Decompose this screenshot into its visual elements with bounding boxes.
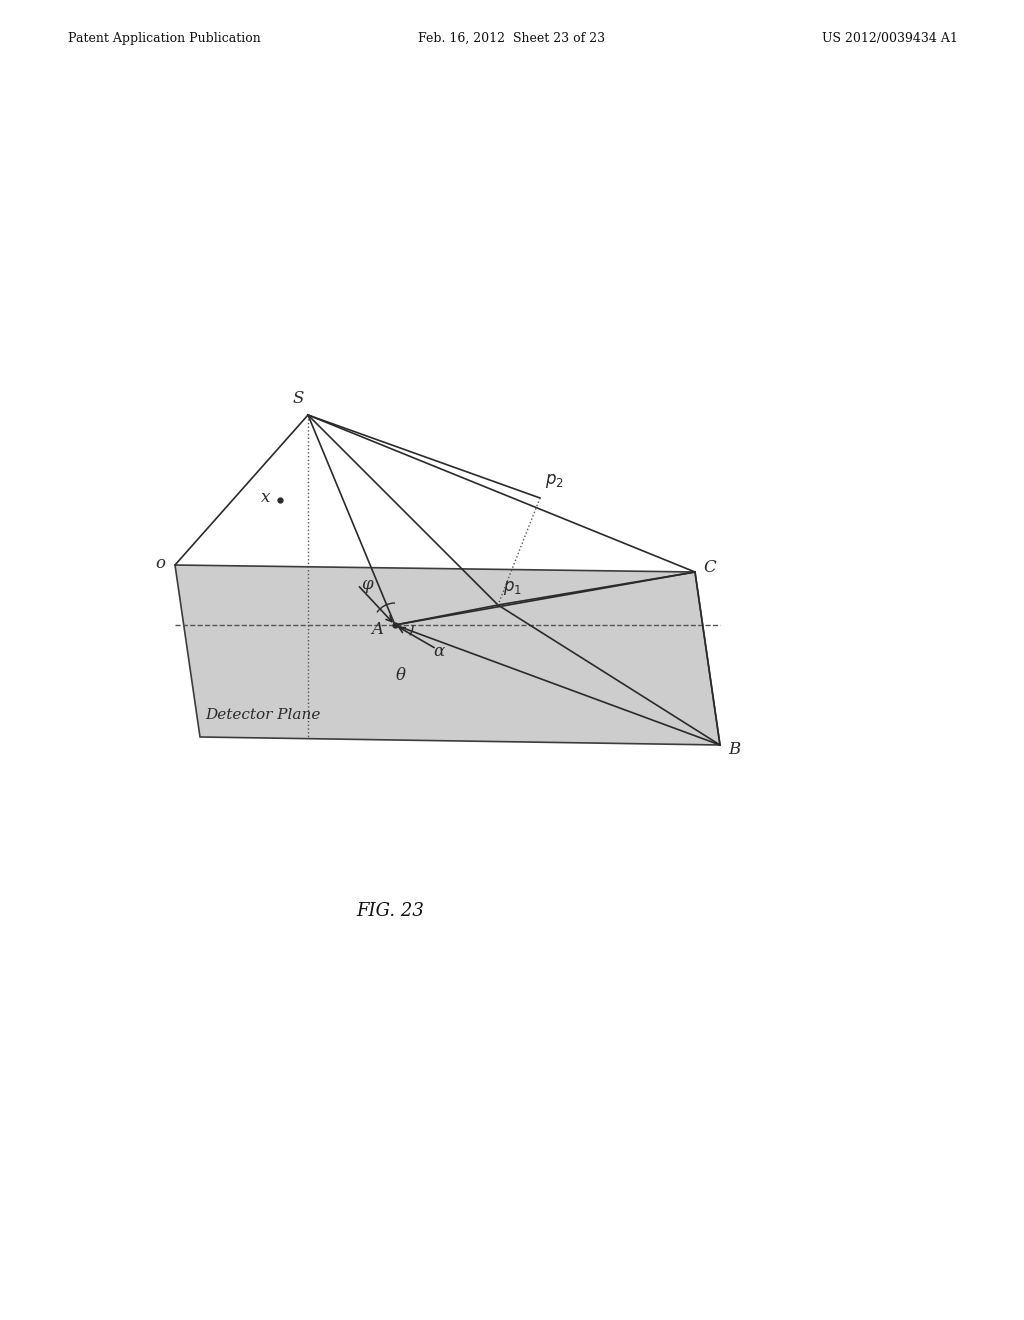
Text: Feb. 16, 2012  Sheet 23 of 23: Feb. 16, 2012 Sheet 23 of 23 [419,32,605,45]
Text: $p_2$: $p_2$ [545,473,564,490]
Text: $p_1$: $p_1$ [503,579,522,597]
Text: C: C [703,558,716,576]
Text: A: A [371,620,383,638]
Text: x: x [261,490,270,507]
Polygon shape [175,565,720,744]
Text: B: B [728,742,740,759]
Text: θ: θ [396,667,406,684]
Text: o: o [155,554,165,572]
Text: US 2012/0039434 A1: US 2012/0039434 A1 [822,32,958,45]
Text: Detector Plane: Detector Plane [205,708,321,722]
Text: S: S [293,389,304,407]
Text: Patent Application Publication: Patent Application Publication [68,32,261,45]
Text: φ: φ [361,576,373,593]
Text: α: α [433,643,444,660]
Text: FIG. 23: FIG. 23 [356,902,424,920]
